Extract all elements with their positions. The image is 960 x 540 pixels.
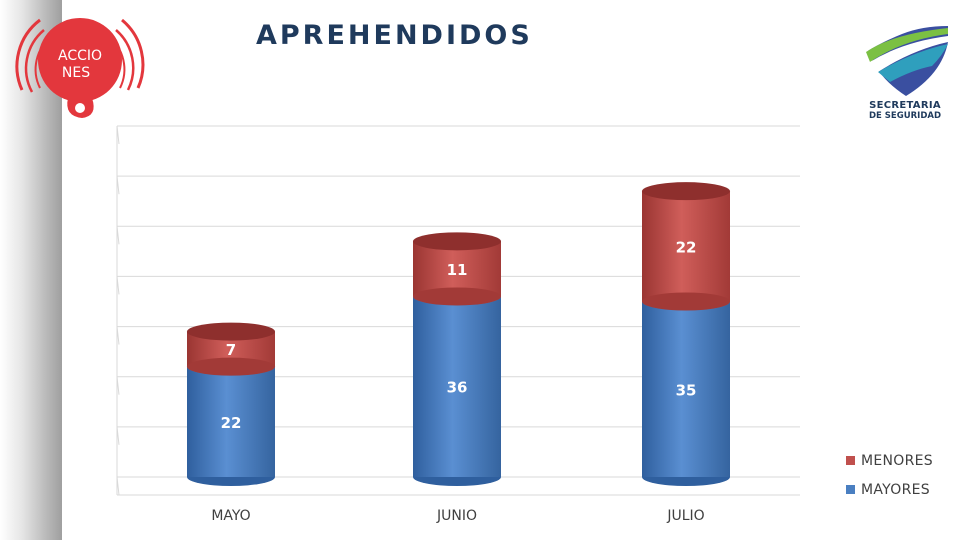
secretaria-line-2: DE SEGURIDAD xyxy=(868,111,942,121)
legend-label-mayores: MAYORES xyxy=(861,481,930,498)
legend: MENORES MAYORES xyxy=(846,446,933,504)
data-label-mayores-mayo: 22 xyxy=(221,414,242,432)
bar-top-cap-junio xyxy=(413,232,501,251)
legend-label-menores: MENORES xyxy=(861,452,933,469)
bar-mayores-julio xyxy=(642,301,730,477)
x-tick-label-julio: JULIO xyxy=(666,508,704,524)
bar-menores-base-mayo xyxy=(187,357,275,376)
legend-item-menores: MENORES xyxy=(846,446,933,475)
bar-menores-base-junio xyxy=(413,287,501,306)
legend-item-mayores: MAYORES xyxy=(846,475,933,504)
bar-menores-base-julio xyxy=(642,292,730,311)
data-label-menores-julio: 22 xyxy=(676,238,697,256)
x-tick-label-mayo: MAYO xyxy=(211,508,250,524)
data-label-menores-junio: 11 xyxy=(447,261,468,279)
data-label-mayores-julio: 35 xyxy=(676,381,697,399)
acciones-logo-text-2: NES xyxy=(62,65,90,81)
secretaria-line-1: SECRETARIA xyxy=(869,100,941,111)
bar-menores-junio xyxy=(413,241,501,297)
bar-top-cap-julio xyxy=(642,182,730,201)
secretaria-name: SECRETARIA DE SEGURIDAD xyxy=(850,100,960,122)
page-title: APREHENDIDOS xyxy=(256,20,533,51)
x-tick-label-junio: JUNIO xyxy=(436,508,477,524)
bar-menores-julio xyxy=(642,191,730,302)
acciones-logo-text-1: ACCIO xyxy=(58,48,102,64)
data-label-menores-mayo: 7 xyxy=(226,341,236,359)
bar-mayores-mayo xyxy=(187,366,275,477)
bar-top-cap-mayo xyxy=(187,322,275,341)
acciones-logo: ACCIO NES xyxy=(15,18,145,118)
secretaria-shield-icon xyxy=(866,16,948,96)
legend-swatch-mayores xyxy=(846,485,855,494)
legend-swatch-menores xyxy=(846,456,855,465)
bar-mayores-junio xyxy=(413,296,501,477)
data-label-mayores-junio: 36 xyxy=(447,379,468,397)
